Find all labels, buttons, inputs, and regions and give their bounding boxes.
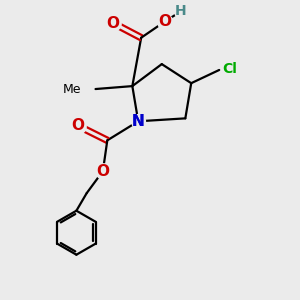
Text: O: O — [71, 118, 84, 133]
Text: Cl: Cl — [223, 61, 238, 76]
Text: O: O — [158, 14, 171, 29]
Text: Me: Me — [62, 82, 81, 95]
Text: H: H — [175, 4, 187, 18]
Text: N: N — [132, 114, 145, 129]
Text: O: O — [107, 16, 120, 31]
Text: N: N — [132, 114, 145, 129]
Text: O: O — [96, 164, 110, 178]
